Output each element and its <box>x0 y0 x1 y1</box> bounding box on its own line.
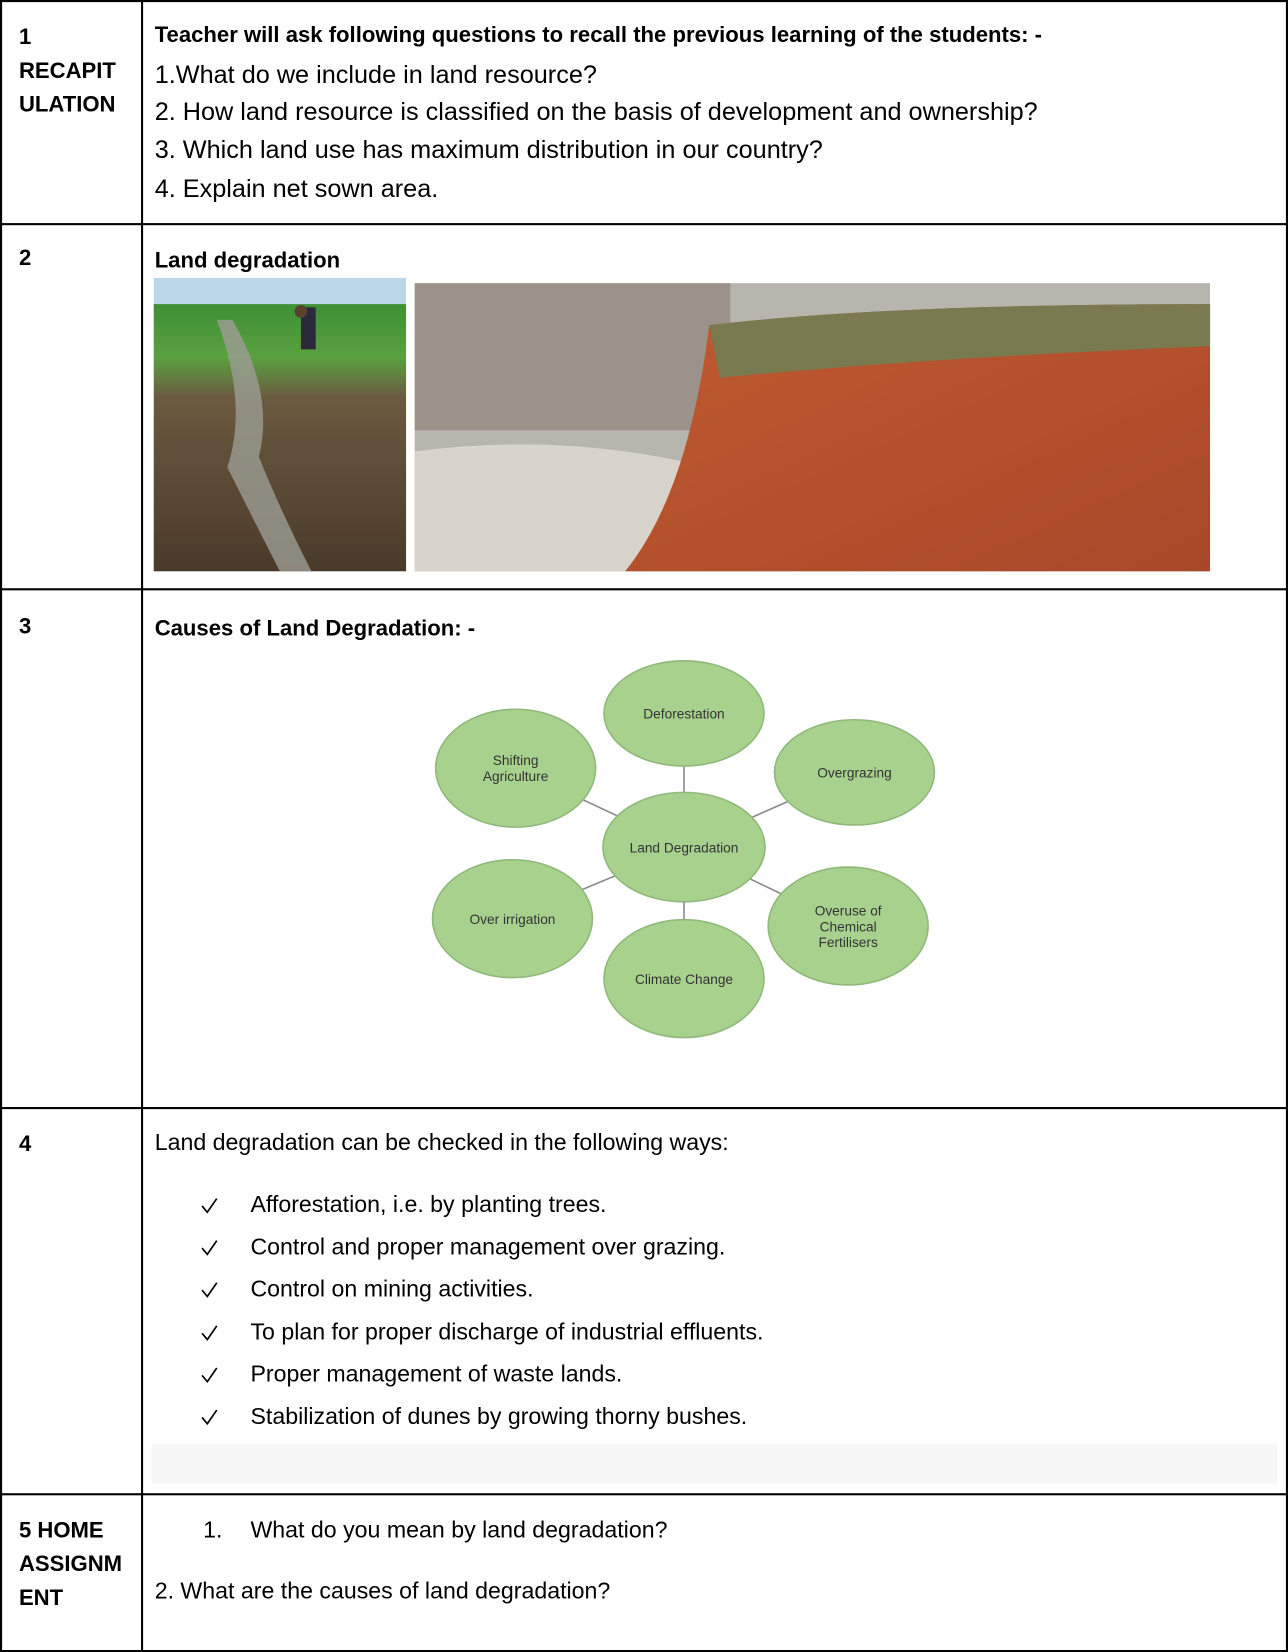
node-label: Land Degradation <box>629 839 739 855</box>
intro: Land degradation can be checked in the f… <box>154 1129 729 1156</box>
diagram <box>431 660 936 1039</box>
border <box>1285 0 1288 1652</box>
border <box>0 1107 1288 1110</box>
row-title: 5 HOME ASSIGNMENT <box>18 1518 123 1611</box>
node-label: Over irrigation <box>469 910 556 927</box>
question: 1.What do we include in land resource? <box>154 61 597 90</box>
list-item: Control and proper management over grazi… <box>250 1233 726 1260</box>
photo-eroded-soil <box>414 283 1211 572</box>
question: 2. How land resource is classified on th… <box>154 97 1038 127</box>
check-icon <box>201 1367 218 1383</box>
check-icon <box>201 1240 218 1256</box>
node-label: Deforestation <box>643 705 725 722</box>
heading: Teacher will ask following questions to … <box>154 23 1043 48</box>
node-label: Climate Change <box>634 970 734 987</box>
shade <box>151 1443 1278 1484</box>
row-title: RECAPITULATION <box>18 58 116 117</box>
list-item: To plan for proper discharge of industri… <box>250 1318 764 1345</box>
list-number: 1. <box>203 1516 223 1543</box>
row-number: 4 <box>18 1132 32 1157</box>
list-item: Stabilization of dunes by growing thorny… <box>250 1402 748 1430</box>
check-icon <box>201 1198 218 1214</box>
border <box>0 0 3 1652</box>
list-item: Control on mining activities. <box>250 1275 534 1303</box>
border <box>141 0 144 1652</box>
question: What do you mean by land degradation? <box>250 1516 668 1543</box>
check-icon <box>201 1409 218 1426</box>
border <box>0 0 1288 3</box>
node-label: Shifting Agriculture <box>482 752 549 784</box>
question: 4. Explain net sown area. <box>154 174 439 204</box>
question: 3. Which land use has maximum distributi… <box>154 135 823 165</box>
row-number: 1 <box>18 25 32 50</box>
list-item: Proper management of waste lands. <box>250 1360 623 1387</box>
node-label: Overuse of Chemical Fertilisers <box>814 902 882 950</box>
check-icon <box>201 1282 218 1299</box>
border <box>0 1650 1288 1652</box>
border <box>0 588 1288 591</box>
heading: Land degradation <box>154 248 341 273</box>
row-label: 1 RECAPITULATION <box>19 21 129 122</box>
node-label: Overgrazing <box>817 764 892 781</box>
check-icon <box>201 1324 218 1341</box>
border <box>0 1493 1288 1496</box>
row-number: 2 <box>18 246 32 271</box>
heading: Causes of Land Degradation: - <box>154 616 476 641</box>
question: 2. What are the causes of land degradati… <box>154 1577 611 1604</box>
border <box>0 223 1288 226</box>
list-item: Afforestation, i.e. by planting trees. <box>250 1191 607 1218</box>
photo-erosion-field <box>153 277 407 572</box>
row-number: 3 <box>18 614 32 639</box>
